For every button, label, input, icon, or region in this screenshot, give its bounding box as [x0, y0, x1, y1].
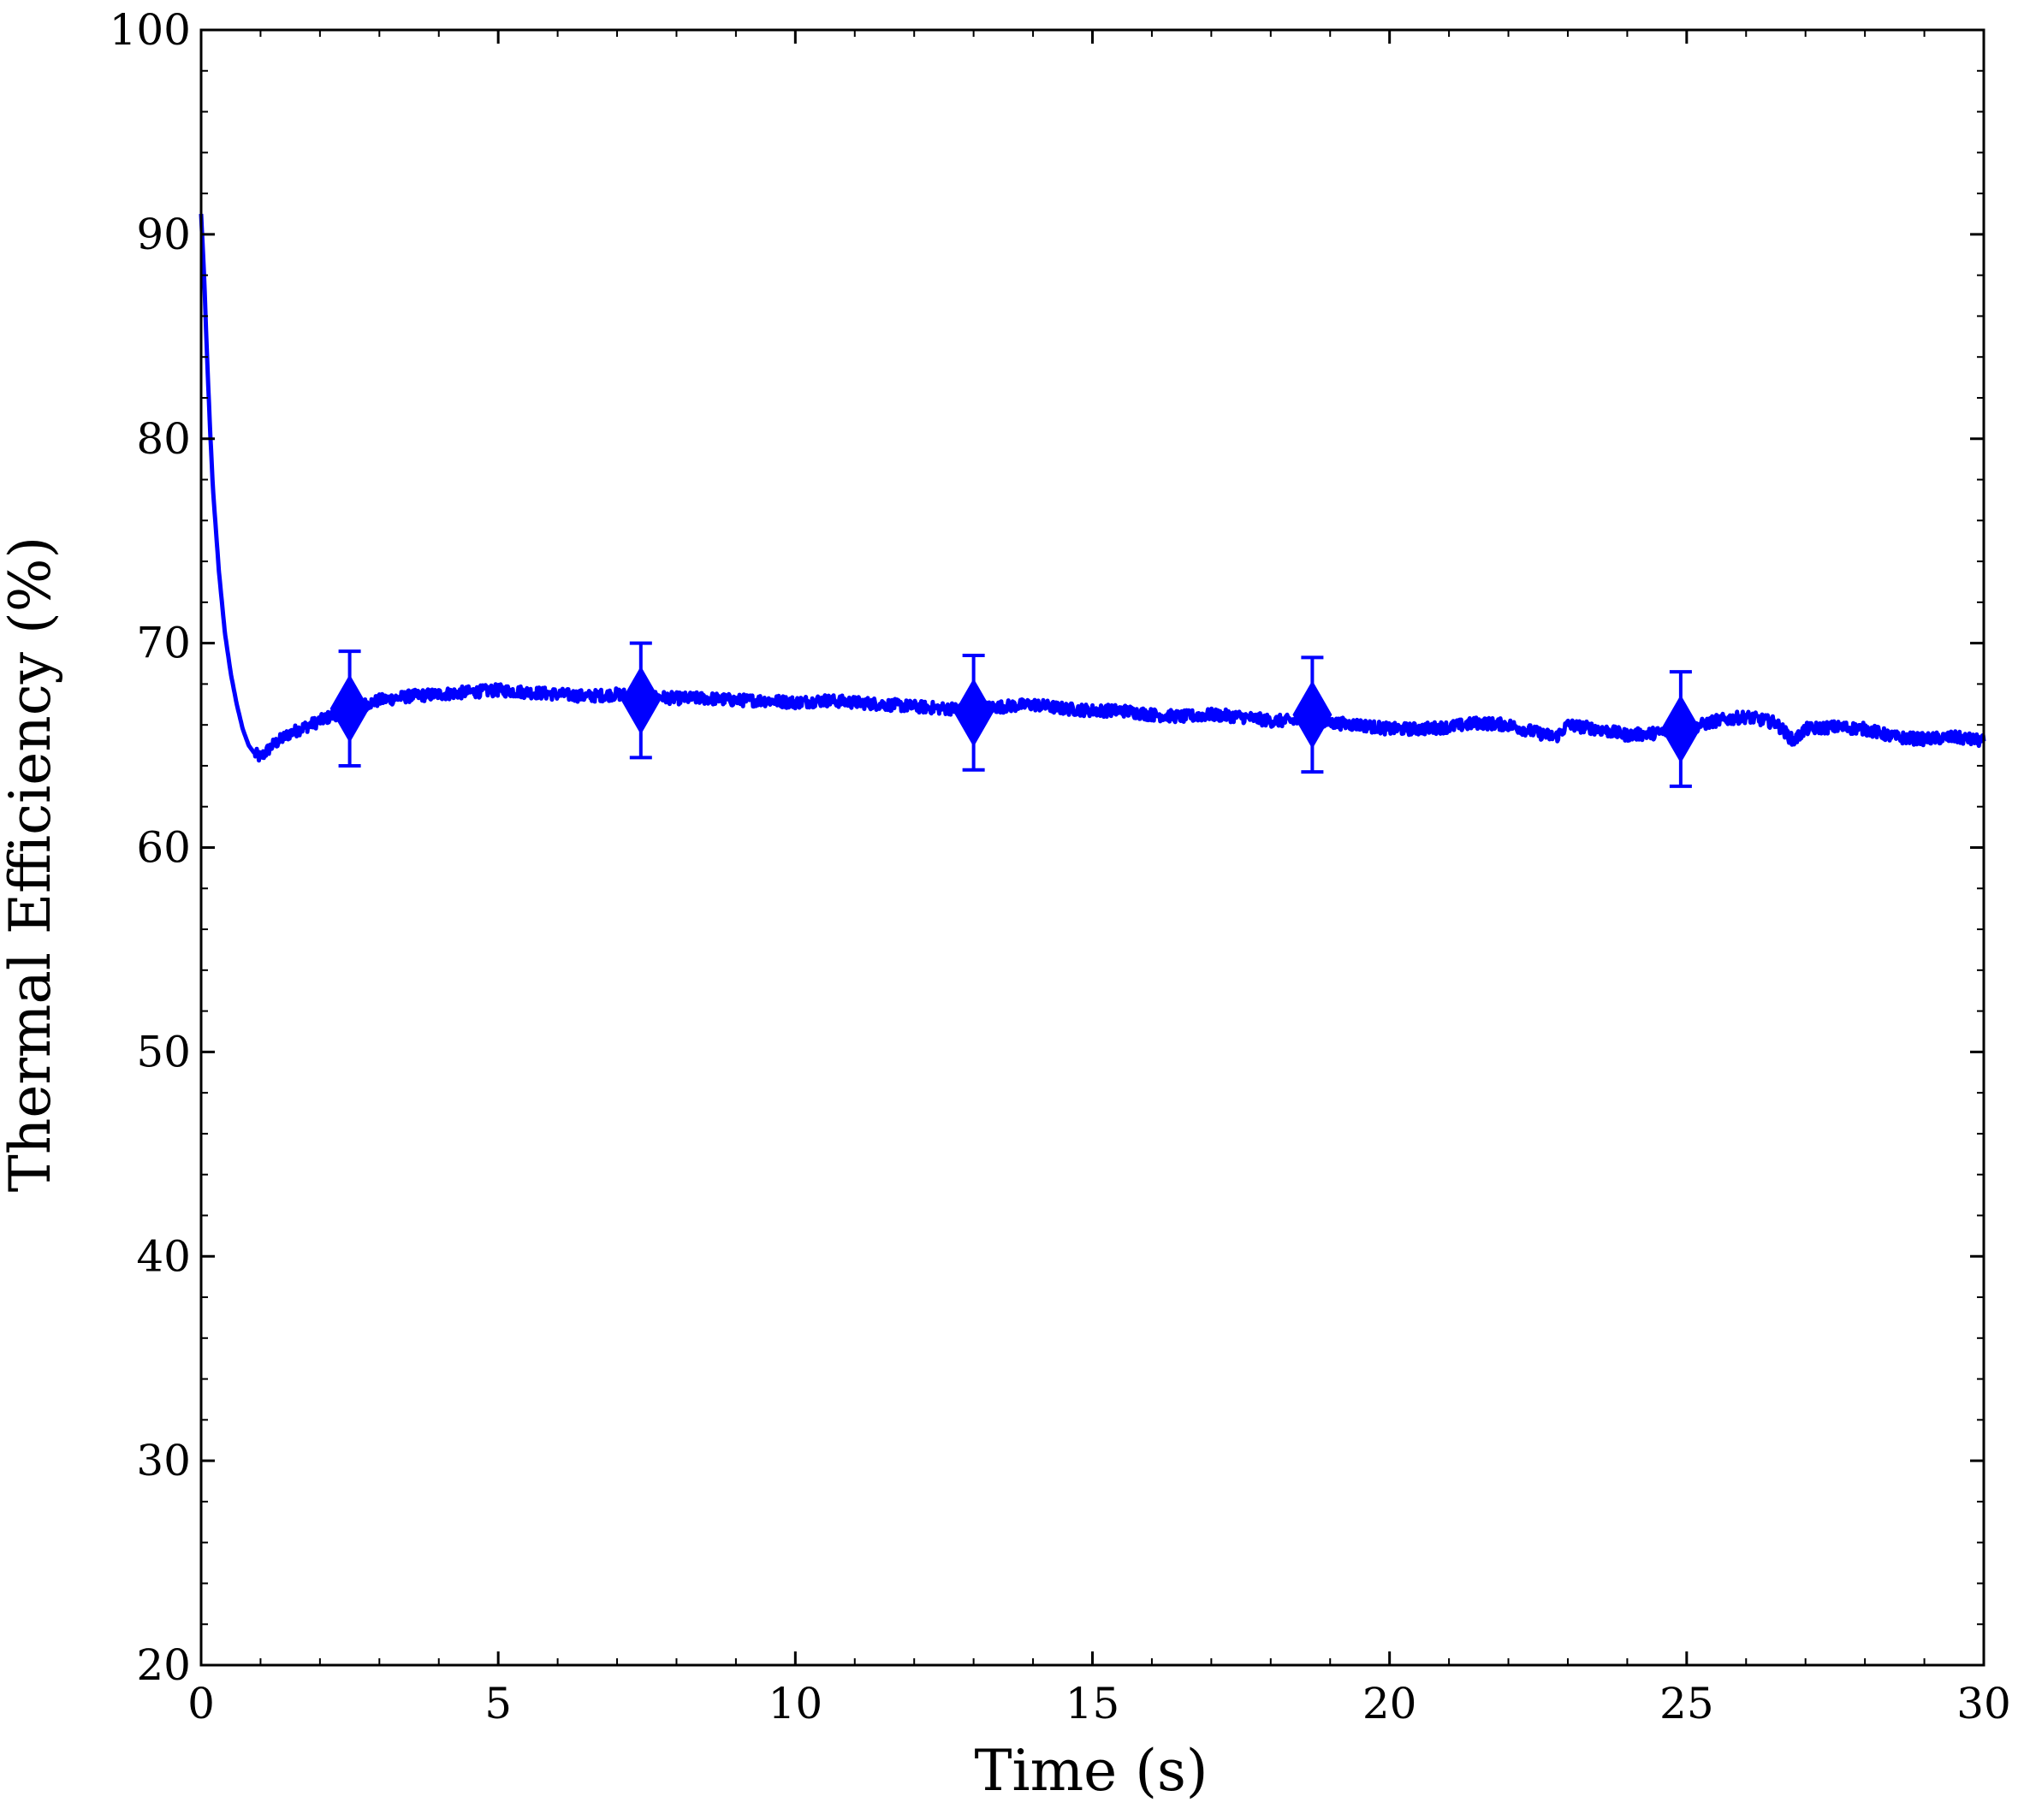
- y-tick-label: 80: [136, 414, 191, 464]
- diamond-marker: [953, 678, 994, 747]
- y-tick-label: 90: [136, 210, 191, 259]
- x-tick-label: 15: [1065, 1679, 1120, 1728]
- data-point-5: [1660, 670, 1701, 788]
- x-tick-label: 10: [769, 1679, 823, 1728]
- x-tick-label: 0: [187, 1679, 215, 1728]
- data-point-2: [620, 641, 661, 760]
- y-tick-label: 40: [136, 1231, 191, 1281]
- y-tick-label: 20: [136, 1640, 191, 1690]
- x-tick-label: 20: [1362, 1679, 1417, 1728]
- axes-layer: [199, 28, 1985, 1667]
- x-tick-label: 5: [484, 1679, 512, 1728]
- diamond-marker: [1292, 680, 1333, 750]
- y-tick-label: 100: [110, 5, 191, 55]
- x-axis-title: Time (s): [974, 1738, 1208, 1804]
- diamond-marker: [620, 666, 661, 735]
- y-tick-label: 60: [136, 823, 191, 873]
- data-point-3: [953, 653, 994, 772]
- labels-layer: 0 5 10 15 20 25 30 20 30 40 50 60 70 80 90 100: [110, 5, 2011, 1728]
- y-tick-label: 50: [136, 1027, 191, 1076]
- series-layer: [199, 213, 1986, 788]
- diamond-marker: [1660, 694, 1701, 763]
- x-tick-label: 30: [1956, 1679, 2011, 1728]
- data-point-4: [1292, 655, 1333, 774]
- y-axis-title: Thermal Efficiency (%): [0, 537, 63, 1192]
- y-tick-label: 70: [136, 619, 191, 668]
- diamond-marker: [329, 674, 370, 744]
- y-tick-label: 30: [136, 1436, 191, 1485]
- data-point-1: [329, 649, 370, 768]
- x-tick-label: 25: [1659, 1679, 1714, 1728]
